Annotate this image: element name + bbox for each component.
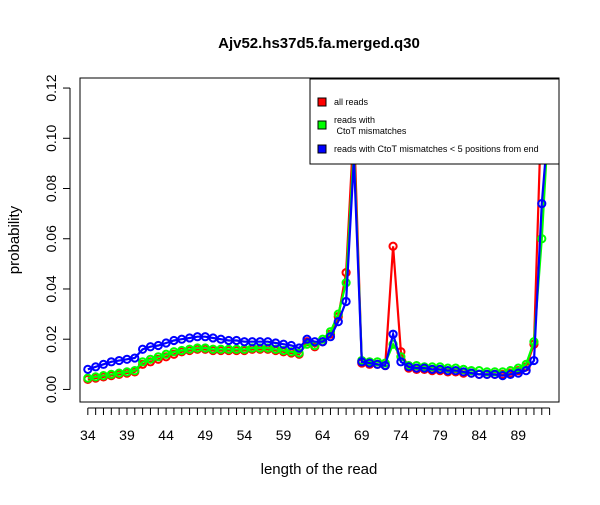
chart-title: Ajv52.hs37d5.fa.merged.q30 xyxy=(218,35,420,52)
data-point xyxy=(388,329,398,339)
data-point xyxy=(294,343,304,353)
data-point xyxy=(161,349,171,359)
x-axis-label: length of the read xyxy=(261,461,378,478)
data-point xyxy=(83,364,93,374)
y-tick-label: 0.02 xyxy=(43,325,59,352)
legend-label: reads with CtoT mismatches xyxy=(334,115,407,136)
legend-label-line: reads with xyxy=(334,115,375,125)
x-tick-label: 39 xyxy=(119,427,135,443)
data-point xyxy=(333,317,343,327)
legend-swatch xyxy=(317,97,327,107)
x-tick-label: 34 xyxy=(80,427,96,443)
y-tick-label: 0.10 xyxy=(43,124,59,151)
data-point xyxy=(91,362,101,372)
data-point xyxy=(130,353,140,363)
data-point xyxy=(318,337,328,347)
data-point xyxy=(302,334,312,344)
data-point xyxy=(325,332,336,342)
y-tick-label: 0.06 xyxy=(43,225,59,252)
legend-label-line: reads with CtoT mismatches < 5 positions… xyxy=(334,144,539,154)
legend-label: reads with CtoT mismatches < 5 positions… xyxy=(334,144,539,154)
data-point xyxy=(513,363,523,373)
data-point xyxy=(145,354,156,364)
data-point xyxy=(537,198,547,209)
x-tick-label: 84 xyxy=(471,427,487,443)
x-tick-label: 89 xyxy=(511,427,527,443)
legend-label-line: CtoT mismatches xyxy=(334,126,407,136)
data-point xyxy=(98,359,109,369)
x-tick-label: 44 xyxy=(158,427,174,443)
data-point xyxy=(529,355,539,366)
data-point xyxy=(138,344,148,354)
x-tick-label: 74 xyxy=(393,427,409,443)
data-point xyxy=(521,366,531,376)
x-tick-label: 79 xyxy=(432,427,448,443)
data-point xyxy=(153,352,163,362)
data-point xyxy=(130,366,140,376)
data-point xyxy=(341,296,351,307)
data-point xyxy=(380,360,390,371)
data-point xyxy=(286,340,296,351)
axes: 34 39 44 49 54 59 64 69 74 79 84 89 0.00 0.02 0.04 0.06… xyxy=(43,74,560,443)
y-axis-label: probability xyxy=(6,205,23,274)
plot-frame xyxy=(79,77,560,403)
x-tick-label: 59 xyxy=(276,427,292,443)
data-point xyxy=(396,357,406,367)
x-tick-label: 69 xyxy=(354,427,370,443)
x-tick-label: 54 xyxy=(237,427,253,443)
data-point xyxy=(537,234,547,244)
legend-box xyxy=(309,78,560,165)
data-point xyxy=(513,368,523,378)
data-point xyxy=(153,340,163,351)
y-tick-label: 0.04 xyxy=(43,275,59,302)
y-tick-label: 0.12 xyxy=(43,74,59,101)
data-point xyxy=(161,338,171,348)
legend-label-line: all reads xyxy=(334,97,369,107)
legend-swatch xyxy=(317,120,327,130)
data-point xyxy=(388,241,398,251)
y-tick-label: 0.08 xyxy=(43,175,59,202)
data-point xyxy=(138,357,148,367)
y-tick-label: 0.00 xyxy=(43,376,59,403)
data-point xyxy=(294,348,304,358)
x-tick-label: 64 xyxy=(315,427,331,443)
legend-label: all reads xyxy=(334,97,369,107)
x-tick-label: 49 xyxy=(197,427,213,443)
legend-swatch xyxy=(317,144,327,154)
